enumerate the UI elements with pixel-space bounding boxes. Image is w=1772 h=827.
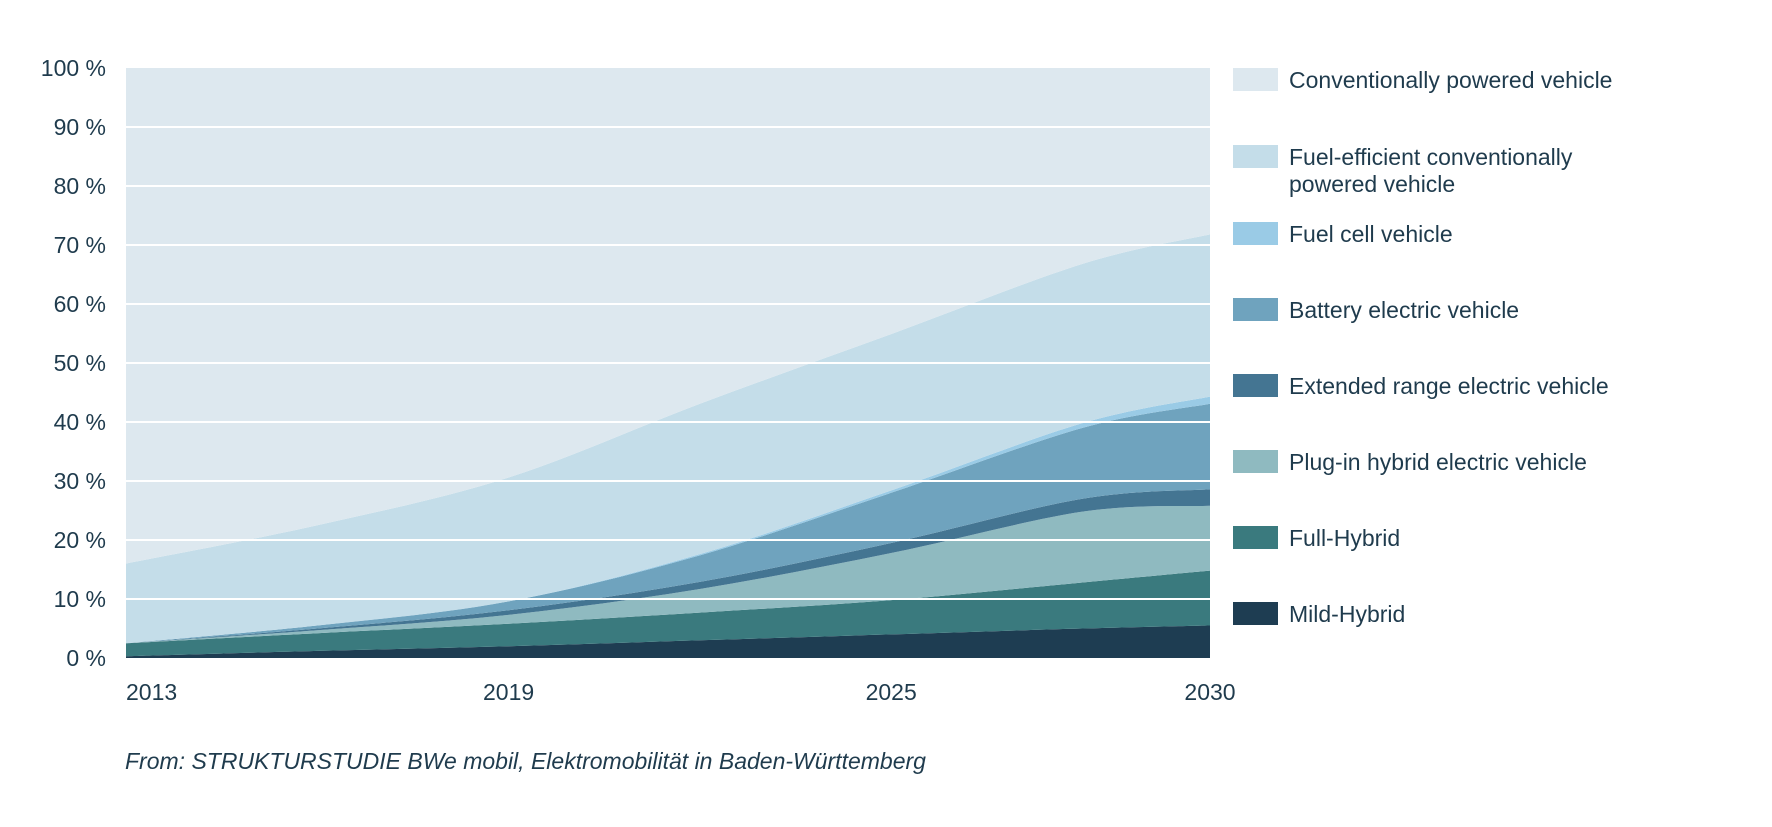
legend-swatch (1233, 68, 1278, 91)
area-fuel-efficient-conventionally-powered-vehicle (126, 234, 1210, 644)
y-axis: 0 % 10 % 20 % 30 % 40 % 50 % 60 % 70 % 80 % 90 % 1… (41, 55, 106, 671)
legend-swatch (1233, 222, 1278, 245)
area-battery-electric-vehicle (126, 403, 1210, 644)
x-tick-label: 2019 (483, 679, 534, 705)
x-tick-label: 2013 (126, 679, 177, 705)
y-tick-label: 90 % (54, 114, 106, 140)
legend-label: Fuel-efficient conventionally (1289, 144, 1573, 170)
legend-swatch (1233, 374, 1278, 397)
legend-label: Battery electric vehicle (1289, 297, 1519, 323)
area-extended-range-electric-vehicle (126, 489, 1210, 644)
y-tick-label: 30 % (54, 468, 106, 494)
legend-label: Plug-in hybrid electric vehicle (1289, 449, 1587, 475)
area-full-hybrid (126, 570, 1210, 657)
legend-swatch (1233, 526, 1278, 549)
legend-label: Full-Hybrid (1289, 525, 1400, 551)
legend-swatch (1233, 602, 1278, 625)
area-conventionally-powered-vehicle (126, 68, 1210, 564)
legend-swatch (1233, 450, 1278, 473)
y-tick-label: 0 % (66, 645, 106, 671)
y-tick-label: 60 % (54, 291, 106, 317)
legend-label: Fuel cell vehicle (1289, 221, 1453, 247)
y-tick-label: 80 % (54, 173, 106, 199)
x-axis: 2013 2019 2025 2030 (126, 679, 1236, 705)
y-tick-label: 100 % (41, 55, 106, 81)
y-tick-label: 50 % (54, 350, 106, 376)
x-tick-label: 2030 (1184, 679, 1235, 705)
legend-label: Conventionally powered vehicle (1289, 67, 1612, 93)
legend: Conventionally powered vehicle Fuel-effic… (1233, 67, 1612, 627)
legend-swatch (1233, 145, 1278, 168)
horizontal-gridlines (126, 126, 1210, 600)
y-tick-label: 40 % (54, 409, 106, 435)
x-tick-label: 2025 (866, 679, 917, 705)
y-tick-label: 70 % (54, 232, 106, 258)
y-tick-label: 20 % (54, 527, 106, 553)
legend-label: Extended range electric vehicle (1289, 373, 1609, 399)
area-mild-hybrid (126, 625, 1210, 658)
legend-label: Mild-Hybrid (1289, 601, 1405, 627)
legend-swatch (1233, 298, 1278, 321)
source-note: From: STRUKTURSTUDIE BWe mobil, Elektrom… (125, 748, 926, 774)
legend-label: powered vehicle (1289, 171, 1455, 197)
y-tick-label: 10 % (54, 586, 106, 612)
area-plug-in-hybrid-electric-vehicle (126, 505, 1210, 644)
